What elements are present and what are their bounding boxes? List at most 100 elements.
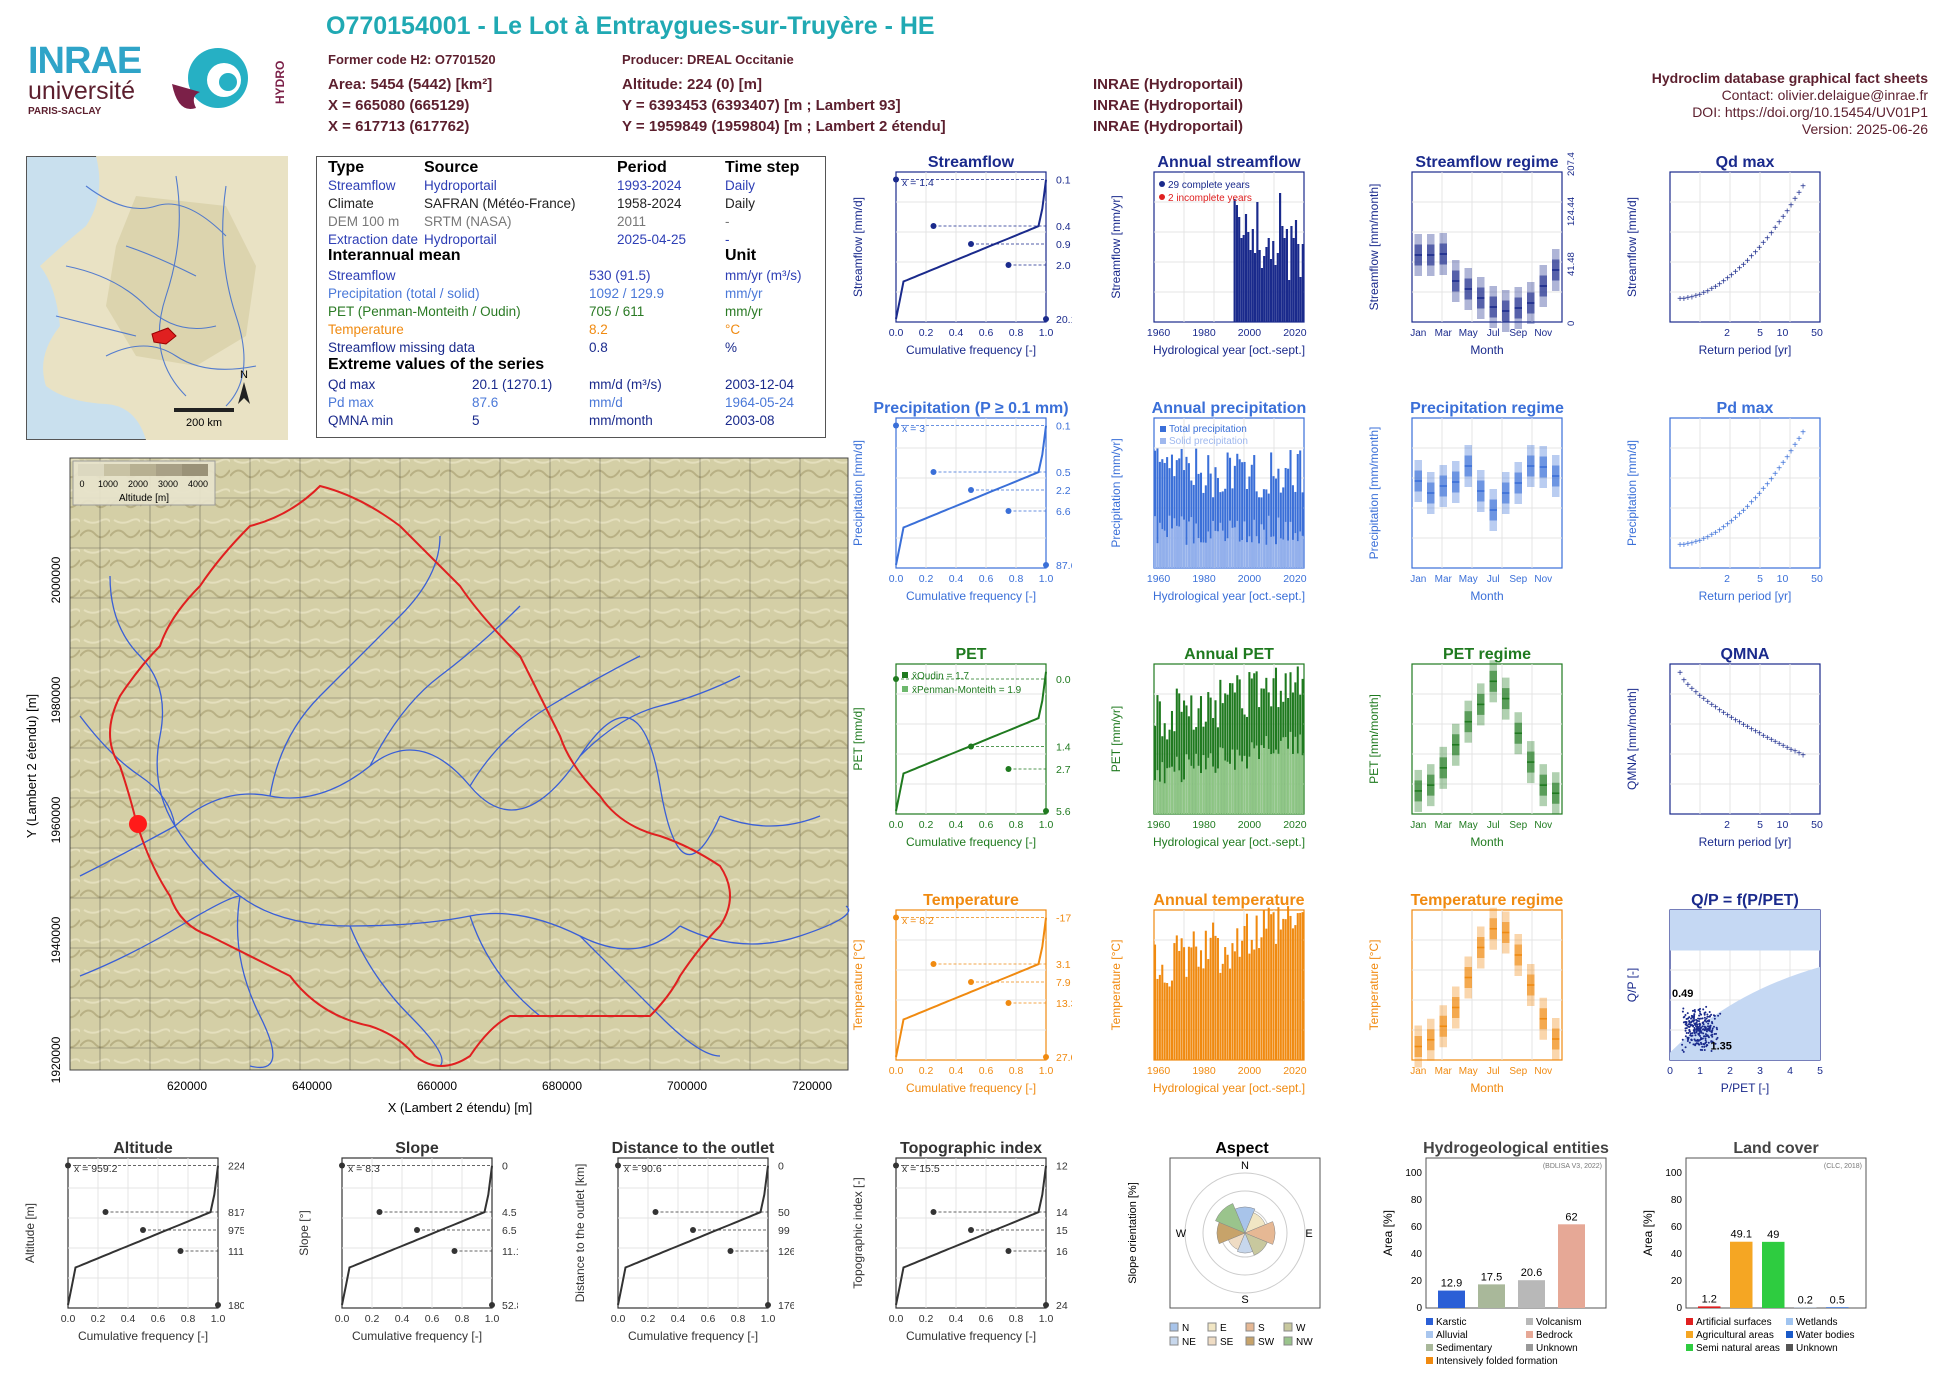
hydrogeo-legend-swatch bbox=[1426, 1357, 1433, 1364]
annual_pet-bar-secondary bbox=[1282, 737, 1284, 814]
annual_streamflow-legend-marker bbox=[1159, 194, 1165, 200]
annual_precip-bar-secondary bbox=[1273, 536, 1275, 568]
annual_streamflow-bar bbox=[1252, 229, 1254, 322]
qp-point bbox=[1711, 1029, 1713, 1031]
annual_precip-bar-secondary bbox=[1164, 531, 1166, 568]
qp-point bbox=[1707, 1023, 1709, 1025]
altitude-right-tick: 224 bbox=[228, 1161, 244, 1173]
streamflow-right-tick: 0.4 bbox=[1056, 221, 1071, 233]
landcover-legend-swatch bbox=[1686, 1318, 1693, 1325]
temp_regime-x-tick: Jul bbox=[1487, 1066, 1500, 1077]
topo-quantile-point bbox=[968, 1227, 974, 1233]
scale-bar bbox=[174, 408, 234, 412]
precip-xlabel: Cumulative frequency [-] bbox=[906, 589, 1036, 603]
qp-point bbox=[1708, 1029, 1710, 1031]
pet-right-tick: 2.7 bbox=[1056, 764, 1071, 776]
temp-x-tick: 0.2 bbox=[919, 1065, 934, 1077]
qp-upper-zone bbox=[1670, 910, 1820, 951]
svg-text:1920000: 1920000 bbox=[49, 1036, 63, 1083]
distance-quantile-point bbox=[690, 1227, 696, 1233]
annual_pet-bar-secondary bbox=[1169, 768, 1171, 814]
svg-text:1980000: 1980000 bbox=[49, 676, 63, 723]
annual_pet-bar-secondary bbox=[1217, 768, 1219, 814]
qdmax-x-tick: 2 bbox=[1724, 327, 1730, 339]
altitude-quantile-point bbox=[140, 1227, 146, 1233]
precip-quantile-point bbox=[1043, 562, 1049, 568]
annual_precip-bar-secondary bbox=[1294, 533, 1296, 568]
qp-point bbox=[1711, 1022, 1713, 1024]
qp-point bbox=[1701, 1046, 1703, 1048]
qp-title: Q/P = f(P/PET) bbox=[1691, 892, 1799, 909]
source-2: INRAE (Hydroportail) bbox=[1093, 97, 1243, 114]
precip_regime-ylabel: Precipitation [mm/month] bbox=[1367, 427, 1381, 560]
qp-point bbox=[1694, 1044, 1696, 1046]
topo-quantile-point bbox=[893, 1163, 899, 1169]
aspect-legend-label: S bbox=[1258, 1323, 1265, 1334]
pet_regime-xlabel: Month bbox=[1470, 835, 1503, 849]
precip-quantile-point bbox=[931, 469, 937, 475]
annual_pet-bar-secondary bbox=[1176, 757, 1178, 814]
altitude-quantile-point bbox=[65, 1163, 71, 1169]
annual_pet-bar-secondary bbox=[1277, 754, 1279, 814]
temp_regime-x-tick: Nov bbox=[1534, 1066, 1552, 1077]
producer: Producer: DREAL Occitanie bbox=[622, 52, 794, 67]
qp-point bbox=[1690, 1039, 1692, 1041]
annual_pet-bar-secondary bbox=[1297, 753, 1299, 814]
annual_streamflow-bar bbox=[1274, 265, 1276, 322]
qdmax-point: + bbox=[1800, 182, 1806, 193]
credits-doi[interactable]: DOI: https://doi.org/10.15454/UV01P1 bbox=[1652, 104, 1928, 121]
temp-title: Temperature bbox=[923, 892, 1019, 909]
annual_precip-bar-secondary bbox=[1292, 540, 1294, 568]
landcover-legend-label: Artificial surfaces bbox=[1696, 1317, 1772, 1328]
annual_temp-bar bbox=[1256, 916, 1258, 1060]
distance-quantile-point bbox=[615, 1163, 621, 1169]
hydrogeo-bar-label: 17.5 bbox=[1481, 1271, 1502, 1283]
hydrogeo-legend-label: Bedrock bbox=[1536, 1330, 1574, 1341]
aspect-legend-label: SW bbox=[1258, 1337, 1275, 1348]
pet-x-tick: 0.0 bbox=[889, 819, 904, 831]
temp_regime-title: Temperature regime bbox=[1411, 892, 1564, 909]
annual_precip-bar-secondary bbox=[1268, 516, 1270, 568]
annual_precip-bar-secondary bbox=[1224, 541, 1226, 568]
svg-text:1940000: 1940000 bbox=[49, 916, 63, 963]
qp-point bbox=[1694, 1040, 1696, 1042]
annual_temp-bar bbox=[1231, 943, 1233, 1060]
qmna-x-tick: 10 bbox=[1777, 819, 1789, 831]
temp-right-tick: -17.2 bbox=[1056, 913, 1072, 925]
temp-ylabel: Temperature [°C] bbox=[851, 940, 865, 1031]
streamflow-quantile-point bbox=[931, 223, 937, 229]
landcover-bar-label: 0.5 bbox=[1830, 1294, 1845, 1306]
annual_precip-bar-secondary bbox=[1159, 523, 1161, 568]
annual_temp-bar bbox=[1166, 983, 1168, 1060]
aspect-ylabel: Slope orientation [%] bbox=[1127, 1182, 1139, 1284]
annual_temp-bar bbox=[1280, 930, 1282, 1060]
qp-point bbox=[1709, 1011, 1711, 1013]
qp-point bbox=[1684, 1014, 1686, 1016]
aspect-legend-label: N bbox=[1182, 1323, 1189, 1334]
qp-point bbox=[1705, 1041, 1707, 1043]
credits-contact[interactable]: Contact: olivier.delaigue@inrae.fr bbox=[1652, 87, 1928, 104]
annual_pet-bar-secondary bbox=[1241, 761, 1243, 814]
annual_pet-ylabel: PET [mm/yr] bbox=[1109, 706, 1123, 772]
qdmax-title: Qd max bbox=[1716, 154, 1775, 171]
distance-right-tick: 126 bbox=[778, 1246, 794, 1258]
qdmax-x-tick: 50 bbox=[1811, 327, 1823, 339]
pdmax-x-tick: 2 bbox=[1724, 573, 1730, 585]
slope-ylabel: Slope [°] bbox=[297, 1210, 311, 1256]
precip-x-tick: 0.6 bbox=[979, 573, 994, 585]
aspect-legend-swatch bbox=[1246, 1323, 1254, 1331]
svg-text:640000: 640000 bbox=[292, 1079, 332, 1093]
qp-point bbox=[1700, 1030, 1702, 1032]
qp-point bbox=[1697, 1018, 1699, 1020]
scale-label: 200 km bbox=[186, 417, 222, 429]
landcover-y-tick: 20 bbox=[1671, 1276, 1683, 1287]
annual_precip-bar-secondary bbox=[1229, 521, 1231, 568]
distance-title: Distance to the outlet bbox=[612, 1140, 775, 1157]
annual_precip-bar-secondary bbox=[1239, 542, 1241, 568]
topo-right-tick: 12 bbox=[1056, 1161, 1068, 1173]
annual_pet-bar-secondary bbox=[1265, 736, 1267, 814]
qp-point bbox=[1713, 1026, 1715, 1028]
qdmax-x-tick: 5 bbox=[1757, 327, 1763, 339]
topo-ylabel: Topographic index [-] bbox=[851, 1177, 865, 1288]
